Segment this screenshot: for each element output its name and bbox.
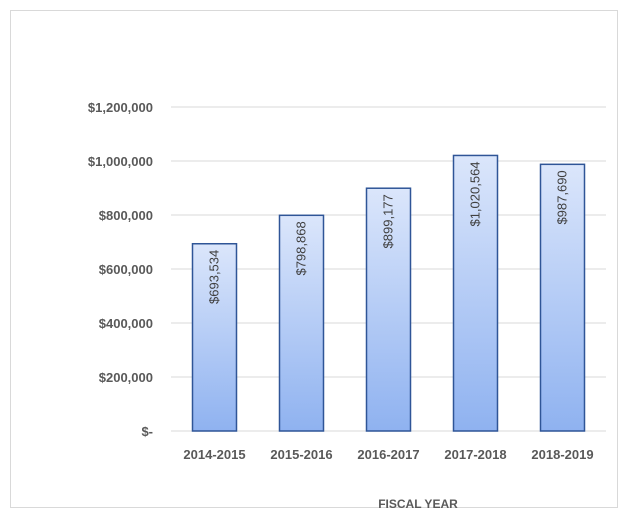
- y-tick-label: $600,000: [99, 262, 153, 277]
- x-axis-ticks: 2014-2015 2015-2016 2016-2017 2017-2018 2018…: [183, 447, 593, 462]
- x-tick-label: 2017-2018: [444, 447, 506, 462]
- y-tick-label: $1,000,000: [88, 154, 153, 169]
- bar: [191, 242, 238, 432]
- data-label: $693,534: [207, 250, 222, 304]
- x-tick-label: 2016-2017: [357, 447, 419, 462]
- bar: [278, 214, 325, 432]
- y-tick-label: $400,000: [99, 316, 153, 331]
- data-label: $1,020,564: [468, 161, 483, 226]
- data-label: $798,868: [294, 221, 309, 275]
- y-tick-label: $-: [141, 424, 153, 439]
- x-tick-label: 2015-2016: [270, 447, 332, 462]
- x-tick-label: 2018-2019: [531, 447, 593, 462]
- y-axis-ticks: $- $200,000 $400,000 $600,000 $800,000 $1,000…: [88, 100, 153, 439]
- bar: [452, 154, 499, 432]
- x-axis-title: FISCAL YEAR: [378, 497, 458, 511]
- bars: $693,534 $798,868 $899,177 $1,020,564 $987,6…: [191, 154, 586, 432]
- y-tick-label: $800,000: [99, 208, 153, 223]
- y-tick-label: $200,000: [99, 370, 153, 385]
- data-label: $987,690: [555, 170, 570, 224]
- y-tick-label: $1,200,000: [88, 100, 153, 115]
- bar: [539, 163, 586, 432]
- x-tick-label: 2014-2015: [183, 447, 245, 462]
- data-label: $899,177: [381, 194, 396, 248]
- bar: [365, 187, 412, 432]
